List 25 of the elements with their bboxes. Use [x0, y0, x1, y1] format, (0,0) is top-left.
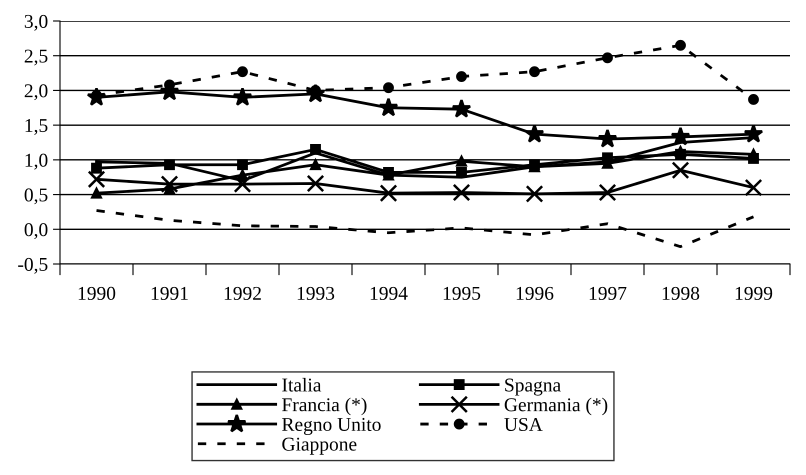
legend-label: Francia (*): [282, 398, 366, 416]
legend-label: Giappone: [282, 438, 356, 455]
y-tick-label: 3,0: [24, 14, 48, 31]
y-tick-label: 2,5: [24, 50, 48, 66]
x-tick-label: 1992: [224, 286, 261, 300]
legend-label: Germania (*): [504, 398, 608, 416]
x-tick-label: 1993: [298, 286, 334, 300]
y-tick-label: 0,0: [24, 223, 48, 240]
y-tick-label: 1,0: [26, 154, 48, 170]
legend-label: Regno Unito: [282, 418, 381, 435]
y-tick-label: 0,5: [24, 188, 48, 204]
y-tick-label: -0,5: [18, 258, 48, 274]
legend-label: Italia: [282, 378, 322, 392]
x-tick-label: 1995: [444, 286, 480, 300]
x-tick-label: 1999: [736, 286, 772, 300]
x-tick-label: 1991: [152, 286, 188, 300]
x-tick-label: 1998: [662, 286, 700, 300]
y-tick-label: 2,0: [24, 84, 48, 100]
legend-label: Spagna: [505, 378, 561, 396]
x-tick-label: 1990: [78, 286, 116, 300]
x-tick-label: 1996: [516, 286, 554, 300]
x-tick-label: 1997: [590, 286, 626, 300]
x-tick-label: 1994: [370, 286, 408, 300]
legend-label: USA: [504, 418, 543, 432]
y-tick-label: 1,5: [26, 119, 48, 135]
